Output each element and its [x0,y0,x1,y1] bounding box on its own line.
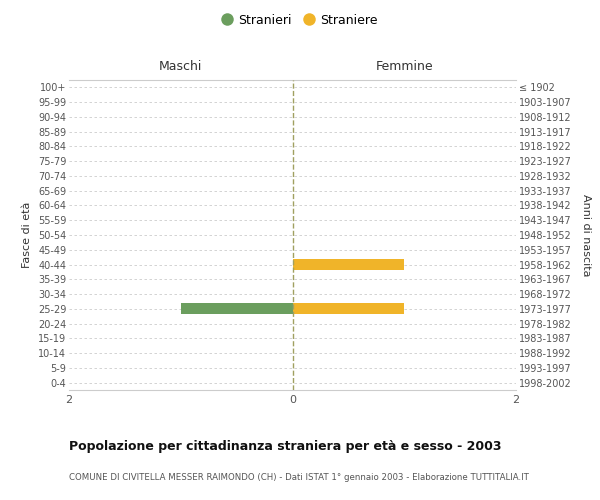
Y-axis label: Fasce di età: Fasce di età [22,202,32,268]
Text: Maschi: Maschi [159,60,202,72]
Bar [181,304,293,314]
Text: Femmine: Femmine [376,60,433,72]
Legend: Stranieri, Straniere: Stranieri, Straniere [217,8,383,32]
Y-axis label: Anni di nascita: Anni di nascita [581,194,591,276]
Bar [293,304,404,314]
Bar [293,259,404,270]
Text: Popolazione per cittadinanza straniera per età e sesso - 2003: Popolazione per cittadinanza straniera p… [69,440,502,453]
Text: COMUNE DI CIVITELLA MESSER RAIMONDO (CH) - Dati ISTAT 1° gennaio 2003 - Elaboraz: COMUNE DI CIVITELLA MESSER RAIMONDO (CH)… [69,472,529,482]
